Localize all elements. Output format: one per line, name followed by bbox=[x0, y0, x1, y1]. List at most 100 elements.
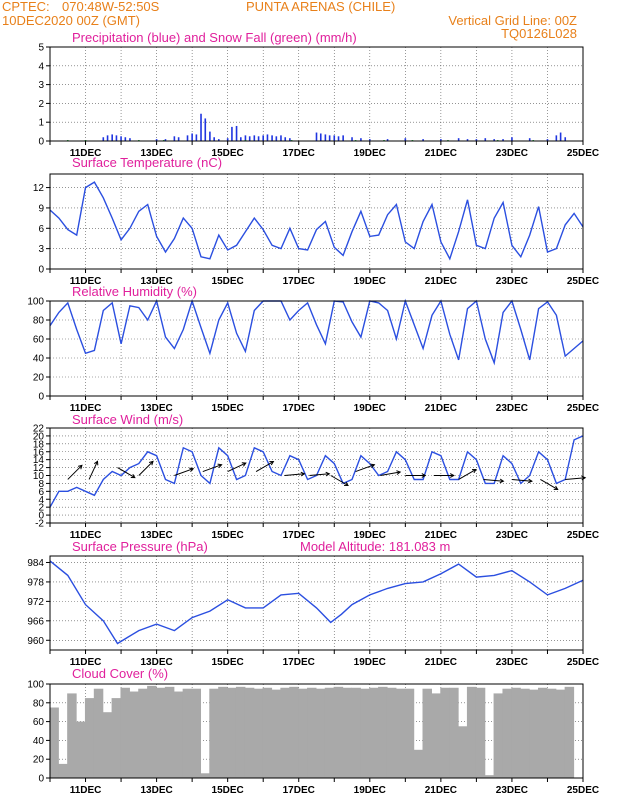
precip-bar bbox=[324, 134, 327, 141]
precip-ytick-label: 3 bbox=[38, 80, 44, 91]
wind-title: Surface Wind (m/s) bbox=[72, 412, 183, 427]
precip-bar bbox=[440, 139, 442, 141]
pressure-frame bbox=[49, 555, 584, 651]
precip-bar bbox=[289, 138, 291, 141]
precip-bar bbox=[200, 113, 202, 141]
precip-bar bbox=[502, 139, 504, 141]
rh-xtick-label: 21DEC bbox=[425, 403, 457, 414]
wind-arrow-head bbox=[528, 478, 533, 484]
wind-ytick-label: 10 bbox=[33, 471, 45, 482]
pressure-panel: 960 966 972 978 984 11DEC 13DEC 15DEC 17DEC 19DEC… bbox=[27, 555, 599, 668]
cloud-bar bbox=[111, 698, 122, 778]
cloud-bar bbox=[289, 686, 299, 778]
cloud-bar bbox=[271, 689, 281, 778]
precip-xtick-label: 23DEC bbox=[496, 148, 528, 159]
cloud-bar bbox=[537, 687, 548, 778]
temp-ytick-label: 12 bbox=[33, 183, 45, 194]
precip-bar bbox=[404, 138, 407, 141]
wind-arrow-head bbox=[553, 485, 559, 491]
precip-bar bbox=[106, 135, 109, 141]
cloud-bar bbox=[164, 686, 175, 778]
wind-arrow-head bbox=[421, 473, 427, 478]
header-cptec: CPTEC: bbox=[2, 0, 50, 14]
precip-bar bbox=[226, 138, 229, 141]
precip-bar bbox=[191, 133, 193, 141]
wind-arrow-head bbox=[343, 481, 349, 487]
pressure-title: Surface Pressure (hPa) bbox=[72, 539, 208, 554]
precip-bar bbox=[195, 134, 198, 141]
precip-bar bbox=[351, 137, 353, 141]
pressure-altitude: Model Altitude: 181.083 m bbox=[300, 539, 450, 554]
cloud-bar bbox=[431, 693, 441, 778]
temp-xtick-label: 17DEC bbox=[283, 276, 315, 287]
precip-bar bbox=[155, 139, 158, 141]
precip-bar bbox=[511, 137, 513, 141]
cloud-bar bbox=[378, 686, 388, 778]
cloud-bar bbox=[422, 688, 432, 778]
cloud-bar bbox=[191, 688, 202, 778]
pressure-xtick-label: 13DEC bbox=[140, 657, 172, 668]
cloud-ytick-label: 0 bbox=[38, 774, 44, 785]
temp-xtick-label: 15DEC bbox=[212, 276, 244, 287]
cloud-bar bbox=[307, 687, 317, 778]
pressure-xtick-label: 23DEC bbox=[496, 657, 528, 668]
wind-arrow-head bbox=[77, 464, 83, 470]
precip-bar bbox=[111, 134, 113, 141]
precip-bar bbox=[275, 136, 278, 141]
wind-arrow-head bbox=[471, 468, 477, 474]
cloud-ytick-label: 60 bbox=[33, 717, 45, 728]
precip-xtick-label: 13DEC bbox=[140, 148, 172, 159]
cloud-xtick-label: 21DEC bbox=[425, 785, 457, 796]
rh-xtick-label: 23DEC bbox=[496, 403, 528, 414]
cloud-bar bbox=[449, 687, 459, 778]
precip-bar bbox=[209, 131, 211, 141]
wind-ytick-label: 18 bbox=[33, 439, 45, 450]
cloud-bar bbox=[333, 686, 344, 778]
wind-arrow bbox=[202, 464, 222, 473]
precip-ytick-label: 2 bbox=[38, 99, 44, 110]
precip-bar bbox=[102, 137, 105, 141]
cloud-bar bbox=[315, 688, 326, 778]
wind-ytick-label: 20 bbox=[33, 431, 45, 442]
temp-ytick-label: 3 bbox=[38, 244, 44, 255]
pressure-xtick-label: 19DEC bbox=[354, 657, 386, 668]
pressure-ytick-label: 960 bbox=[27, 636, 44, 647]
temp-xtick-label: 21DEC bbox=[425, 276, 457, 287]
cloud-panel: 0 20 40 60 80 100 11DEC 13DEC 15DEC 17DEC 19DEC 21D… bbox=[27, 680, 599, 797]
cloud-frame bbox=[49, 683, 584, 779]
rh-xtick-label: 13DEC bbox=[140, 403, 172, 414]
precip-bar bbox=[280, 135, 282, 141]
pressure-xtick-label: 21DEC bbox=[425, 657, 457, 668]
cloud-bar bbox=[120, 687, 130, 778]
cloud-bar bbox=[520, 688, 530, 778]
precip-bar bbox=[235, 125, 238, 141]
temp-ytick-label: 9 bbox=[38, 203, 44, 214]
cloud-bar bbox=[182, 688, 193, 778]
rh-line bbox=[49, 298, 584, 366]
wind-arrow bbox=[380, 471, 401, 476]
temp-ytick-label: 0 bbox=[38, 265, 44, 276]
cloud-xtick-label: 23DEC bbox=[496, 785, 528, 796]
precip-bar bbox=[262, 135, 264, 141]
wind-arrow bbox=[284, 473, 305, 476]
cloud-bar bbox=[324, 687, 335, 778]
wind-arrow-head bbox=[217, 463, 223, 469]
rh-title: Relative Humidity (%) bbox=[72, 284, 197, 299]
temp-xtick-label: 11DEC bbox=[70, 276, 102, 287]
header-run-date: 10DEC2020 00Z (GMT) bbox=[2, 13, 140, 28]
cloud-ytick-label: 20 bbox=[33, 755, 45, 766]
cloud-bar bbox=[49, 707, 59, 778]
precip-bar bbox=[217, 139, 220, 141]
precip-bar bbox=[213, 137, 215, 141]
wind-arrow-head bbox=[300, 471, 306, 477]
rh-xtick-label: 25DEC bbox=[567, 403, 599, 414]
precip-panel: 0 1 2 3 4 5 11DEC 13DEC 15DEC 17DEC 19DEC 21DEC 23DE… bbox=[38, 43, 599, 160]
cloud-xtick-label: 19DEC bbox=[354, 785, 386, 796]
precip-bar bbox=[493, 139, 495, 141]
wind-ytick-label: 2 bbox=[38, 503, 44, 514]
cloud-bar bbox=[458, 726, 468, 778]
wind-ytick-label: 22 bbox=[33, 424, 45, 435]
wind-xtick-label: 15DEC bbox=[212, 530, 244, 541]
cloud-ytick-label: 100 bbox=[27, 680, 44, 691]
